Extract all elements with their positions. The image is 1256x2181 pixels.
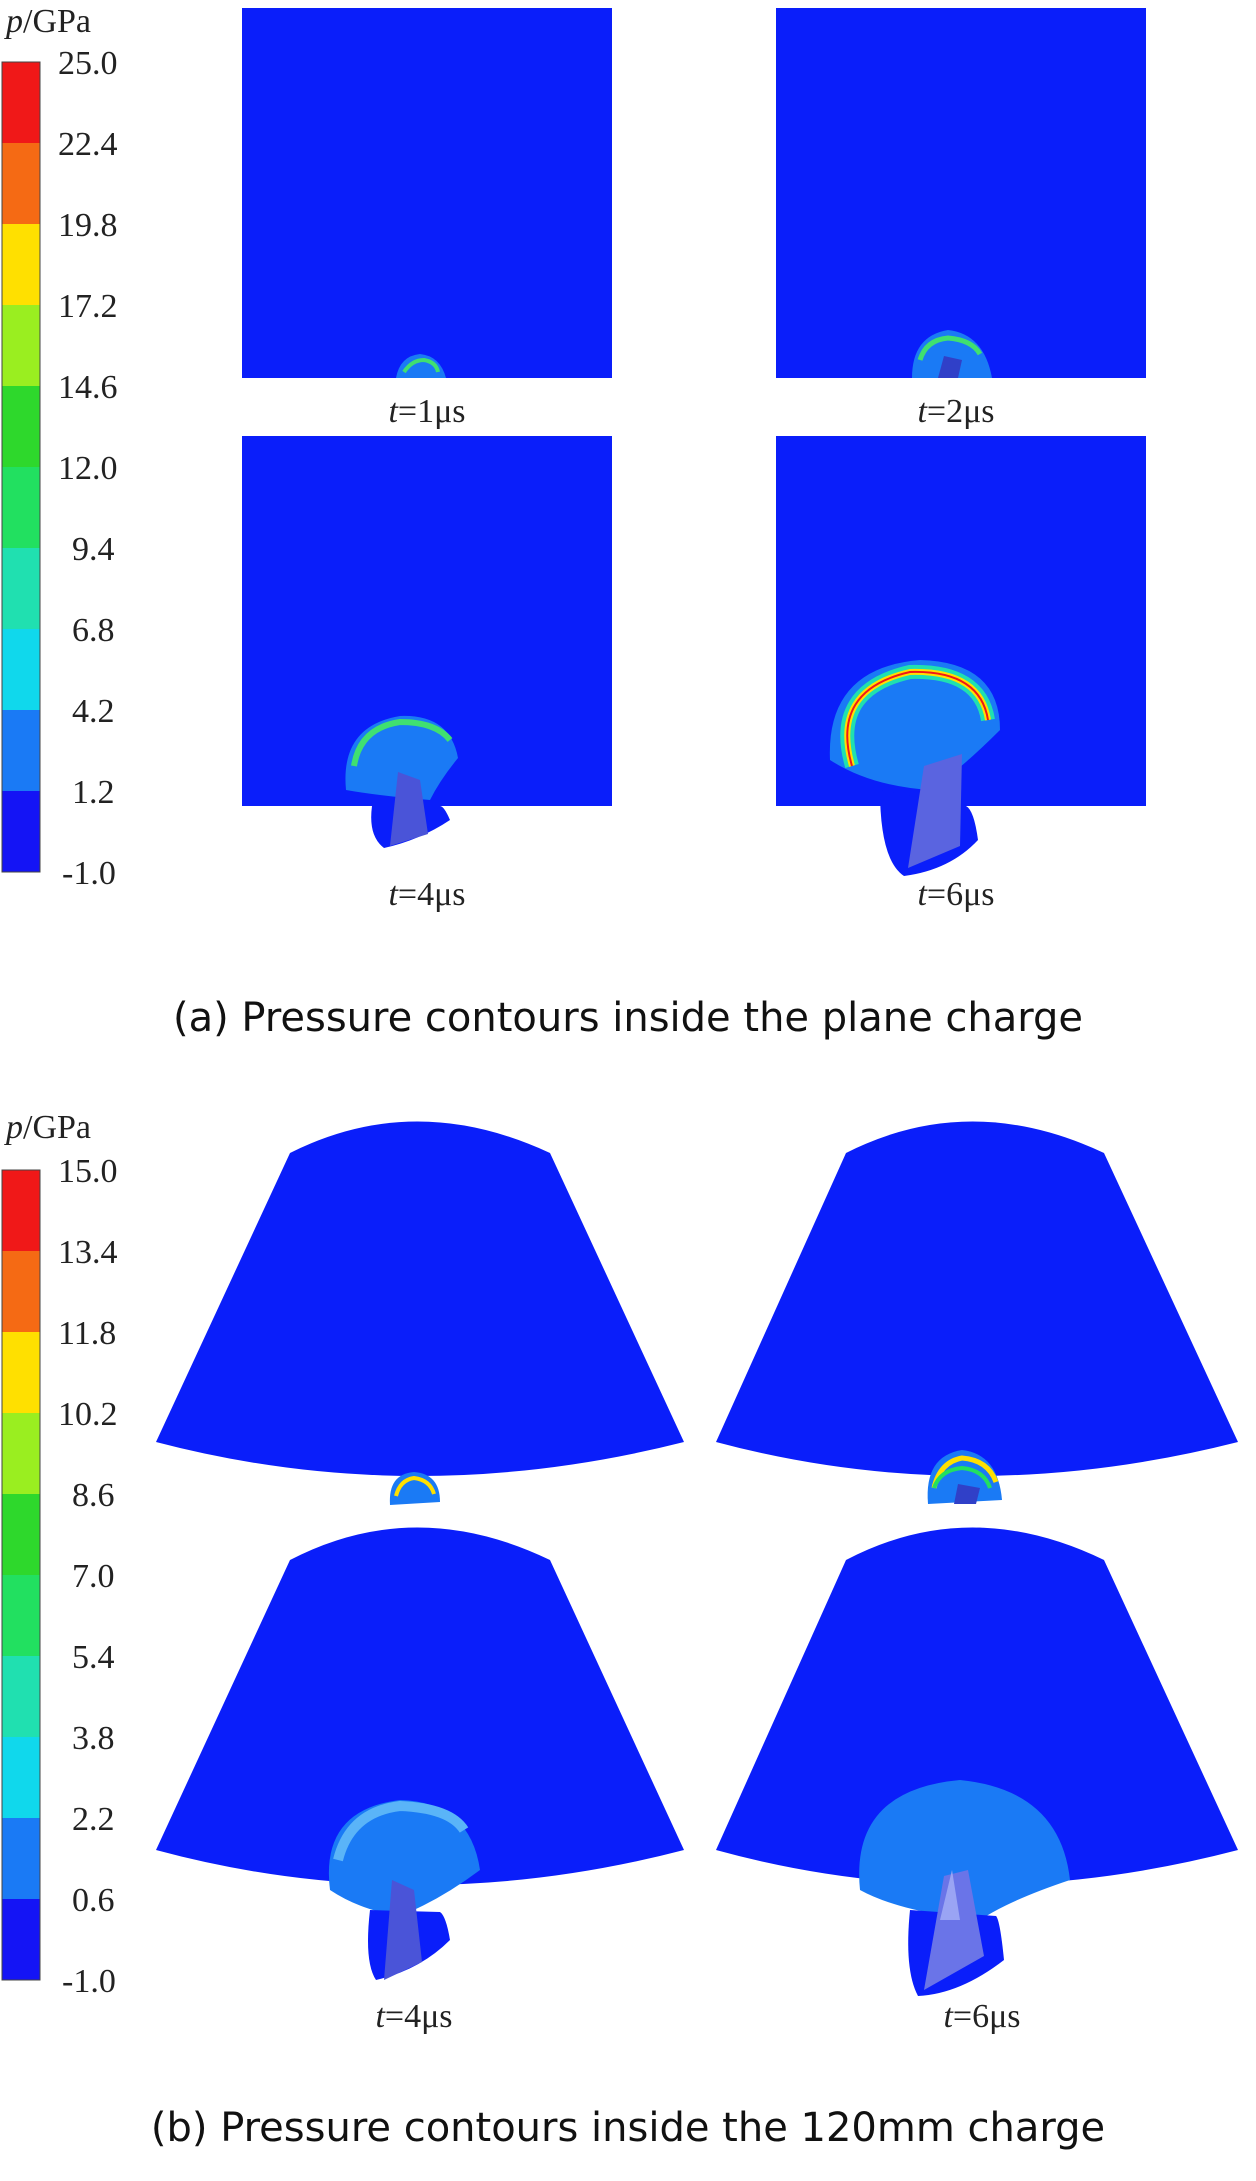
caption-b: (b) Pressure contours inside the 120mm c… [150,2105,1106,2151]
legend-a-label: 9.4 [72,531,115,568]
legend-b-label: 7.0 [72,1558,115,1595]
charge-sector [716,1527,1238,1885]
cavity [908,754,962,868]
pressure-front [396,354,446,378]
legend-b-band [2,1656,40,1737]
charge-sector [716,1121,1238,1476]
legend-b-label: 2.2 [72,1801,115,1838]
pressure-band [333,1800,469,1862]
cavity [384,1880,422,1980]
time-label: t=4μs [375,1998,452,2035]
time-label: t=4μs [388,876,465,913]
legend-a-label: 17.2 [58,288,118,325]
charge-sector [156,1527,684,1885]
legend-a-label: -1.0 [62,855,116,892]
legend-a-bands [1,61,41,873]
legend-a-label: 14.6 [58,369,118,406]
legend-b-band [2,1818,40,1899]
pressure-peak [402,357,440,374]
legend-b-label: 15.0 [58,1153,118,1190]
legend-b-label: 13.4 [58,1234,118,1271]
pressure-peak [846,670,989,767]
cavity [954,1484,980,1504]
legend-b-band [2,1737,40,1818]
legend-b-band [2,1170,40,1251]
pressure-front [328,1800,480,1916]
panel-b-t1: t=1μs [156,1121,684,1558]
legend-b-band [2,1575,40,1656]
legend-b-label: 3.8 [72,1720,115,1757]
legend-b-label: 11.8 [58,1315,116,1352]
figure-b: p/GPa 15.0 13.4 11.8 10.2 8.6 [0,1090,1256,2181]
legend-a-band [2,305,40,386]
caption-a: (a) Pressure contours inside the plane c… [172,995,1084,1041]
figure-a-canvas: p/GPa 25.0 22.4 19.8 17.2 14.6 [1,3,1146,913]
cavity [938,356,962,378]
legend-a: p/GPa 25.0 22.4 19.8 17.2 14.6 [1,3,118,892]
panel-a-t2: t=2μs [776,8,1146,430]
legend-a-band [2,62,40,143]
legend-a-band [2,791,40,872]
legend-b-label: 8.6 [72,1477,115,1514]
panel-b-t6: t=6μs [716,1527,1238,2035]
legend-b-band [2,1251,40,1332]
legend-b-bands [1,1169,41,1981]
figure-a: p/GPa 25.0 22.4 19.8 17.2 14.6 [0,0,1256,1090]
legend-a-label: 6.8 [72,612,115,649]
legend-a-frame [1,61,41,873]
legend-a-label: 22.4 [58,126,118,163]
charge-sector [156,1121,684,1476]
figure-b-canvas: p/GPa 15.0 13.4 11.8 10.2 8.6 [1,1109,1238,2035]
pressure-front [345,715,458,800]
panel-a-t1: t=1μs [242,8,612,430]
legend-b-label: 0.6 [72,1882,115,1919]
legend-a-label: 19.8 [58,207,118,244]
legend-a-label: 25.0 [58,45,118,82]
pressure-peak [351,718,453,767]
legend-a-band [2,386,40,467]
legend-a-label: 1.2 [72,774,115,811]
legend-a-band [2,710,40,791]
legend-a-band [2,548,40,629]
pressure-peak [931,1455,999,1489]
charge-block [776,8,1146,378]
legend-b-band [2,1899,40,1980]
pressure-band [932,1465,992,1489]
legend-b-title: p/GPa [4,1109,91,1146]
time-label: t=1μs [388,393,465,430]
pressure-peak [394,1475,436,1497]
legend-b-label: 10.2 [58,1396,118,1433]
charge-block [242,8,612,378]
legend-a-title: p/GPa [4,3,91,40]
legend-a-band [2,467,40,548]
pressure-front [859,1780,1070,1920]
legend-a-label: 4.2 [72,693,115,730]
panel-a-t4: t=4μs [242,436,612,913]
time-label: t=6μs [943,1998,1020,2035]
legend-b: p/GPa 15.0 13.4 11.8 10.2 8.6 [1,1109,118,2000]
legend-a-band [2,224,40,305]
legend-b-label: 5.4 [72,1639,115,1676]
cavity [924,1870,984,1990]
pressure-peak [917,335,983,361]
fragment [940,1870,960,1920]
legend-b-band [2,1332,40,1413]
time-label: t=6μs [917,876,994,913]
legend-b-label: -1.0 [62,1963,116,2000]
pressure-front [389,1472,440,1505]
legend-b-band [2,1494,40,1575]
cavity [390,772,428,846]
panel-b-t2: t=2μs [716,1121,1238,1558]
time-label: t=2μs [917,393,994,430]
legend-a-label: 12.0 [58,450,118,487]
legend-b-frame [1,1169,41,1981]
legend-a-band [2,143,40,224]
panel-b-t4: t=4μs [156,1527,684,2035]
legend-b-band [2,1413,40,1494]
panel-a-t6: t=6μs [776,436,1146,913]
legend-a-band [2,629,40,710]
